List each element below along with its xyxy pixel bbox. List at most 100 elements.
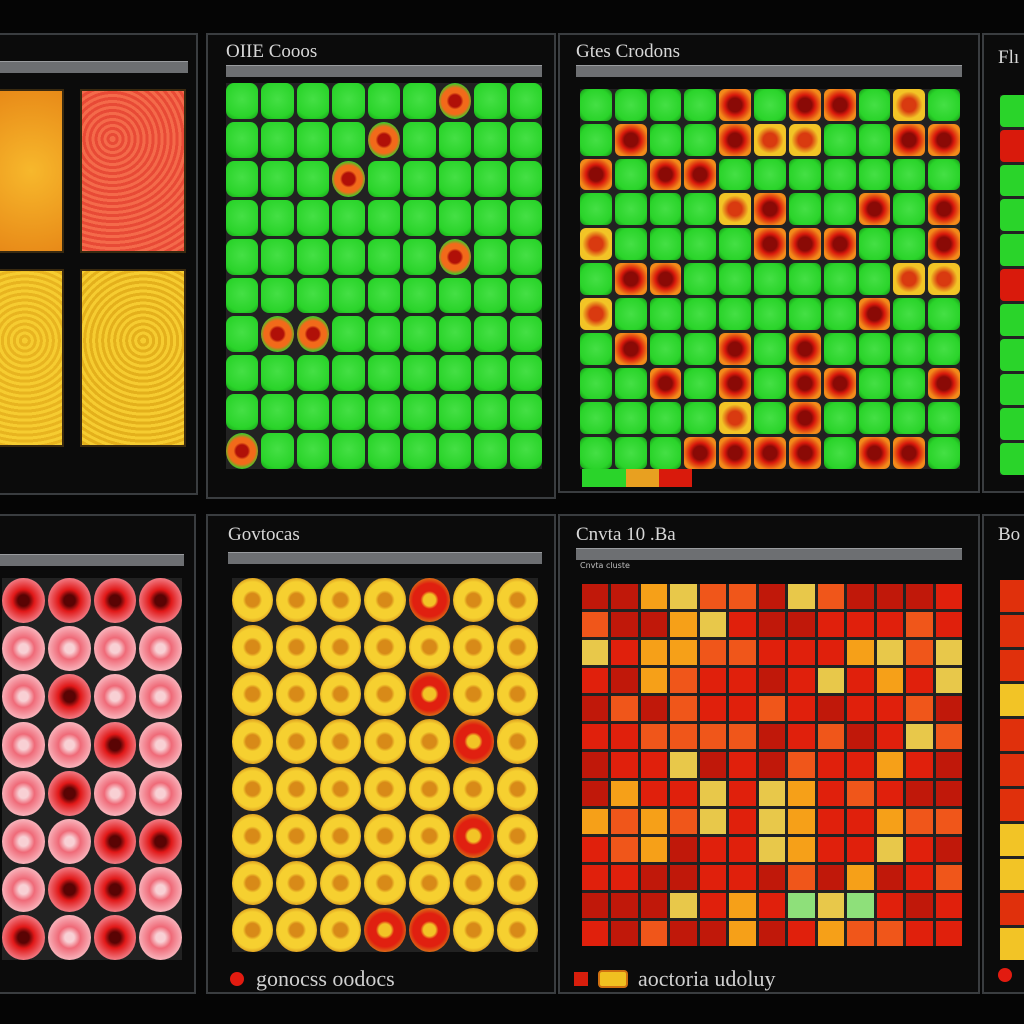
grid-cell (408, 719, 450, 764)
grid-cell (367, 160, 401, 197)
grid-cell (496, 625, 538, 670)
grid-cell (684, 402, 717, 435)
grid-cell (758, 696, 786, 722)
grid-cell (47, 626, 91, 672)
grid-cell (699, 640, 727, 666)
grid-cell (684, 158, 717, 191)
grid-cell (611, 920, 638, 946)
heatmap-grid (226, 83, 542, 469)
grid-cell (758, 808, 786, 834)
grid-cell (640, 668, 668, 694)
grid-cell (332, 83, 365, 119)
grid-cell (817, 724, 845, 750)
grid-cell (858, 193, 891, 226)
panel-swatches (0, 33, 198, 495)
grid-cell (614, 89, 647, 121)
grid-cell (719, 367, 752, 400)
grid-cell (935, 584, 962, 610)
grid-cell (226, 238, 259, 275)
grid-cell (611, 724, 638, 750)
grid-cell (699, 584, 727, 610)
panel-title: Govtocas (228, 524, 300, 545)
heatmap-grid (1000, 580, 1024, 960)
grid-cell (788, 892, 815, 918)
grid-cell (758, 752, 786, 778)
grid-cell (817, 752, 845, 778)
grid-cell (364, 813, 406, 858)
panel-title: Cnvta 10 .Ba (576, 524, 676, 545)
legend-caption-right: aoctoria udoluy (638, 966, 776, 991)
grid-cell (684, 263, 717, 295)
grid-cell (719, 89, 752, 121)
grid-cell (817, 808, 845, 834)
grid-cell (452, 719, 494, 764)
grid-cell (611, 640, 638, 666)
panel-mixed-cells: Gtes Crodons (558, 33, 980, 493)
grid-cell (823, 332, 856, 365)
grid-cell (649, 402, 682, 435)
grid-cell (1000, 614, 1024, 647)
grid-cell (232, 860, 274, 905)
grid-cell (1000, 649, 1024, 682)
grid-cell (364, 766, 406, 811)
grid-cell (649, 367, 682, 400)
grid-cell (754, 332, 786, 365)
grid-cell (580, 123, 612, 156)
grid-cell (699, 920, 727, 946)
grid-cell (684, 367, 717, 400)
grid-cell (640, 780, 668, 806)
grid-cell (452, 766, 494, 811)
grid-cell (906, 780, 933, 806)
grid-cell (858, 89, 891, 121)
grid-cell (226, 199, 259, 236)
grid-cell (320, 578, 362, 623)
grid-cell (580, 228, 612, 261)
grid-cell (906, 640, 933, 666)
grid-cell (876, 808, 904, 834)
grid-cell (823, 263, 856, 295)
grid-cell (858, 263, 891, 295)
grid-cell (754, 263, 786, 295)
grid-cell (928, 89, 960, 121)
grid-cell (367, 316, 401, 353)
grid-cell (582, 808, 609, 834)
grid-cell (614, 228, 647, 261)
grid-cell (261, 433, 294, 469)
panel-subtitle: Cnvta cluste (580, 561, 630, 570)
grid-cell (452, 907, 494, 952)
grid-cell (847, 668, 874, 694)
grid-cell (580, 402, 612, 435)
grid-cell (858, 158, 891, 191)
grid-cell (699, 836, 727, 862)
grid-cell (611, 836, 638, 862)
grid-cell (582, 584, 609, 610)
grid-cell (893, 123, 926, 156)
grid-cell (719, 297, 752, 330)
grid-cell (139, 866, 182, 912)
grid-cell (226, 121, 259, 158)
grid-cell (649, 332, 682, 365)
grid-cell (47, 770, 91, 816)
grid-cell (788, 437, 821, 469)
grid-cell (367, 83, 401, 119)
grid-cell (729, 612, 756, 638)
grid-cell (906, 668, 933, 694)
grid-cell (276, 672, 318, 717)
grid-cell (893, 263, 926, 295)
grid-cell (332, 238, 365, 275)
grid-cell (93, 722, 137, 768)
grid-cell (823, 158, 856, 191)
grid-cell (906, 920, 933, 946)
grid-cell (226, 316, 259, 353)
panel-header-bar (576, 65, 962, 77)
grid-cell (509, 316, 542, 353)
grid-cell (509, 394, 542, 431)
grid-cell (684, 89, 717, 121)
grid-cell (754, 437, 786, 469)
grid-cell (788, 920, 815, 946)
grid-cell (754, 228, 786, 261)
grid-cell (670, 892, 697, 918)
grid-cell (474, 316, 507, 353)
grid-cell (139, 770, 182, 816)
grid-cell (403, 121, 436, 158)
